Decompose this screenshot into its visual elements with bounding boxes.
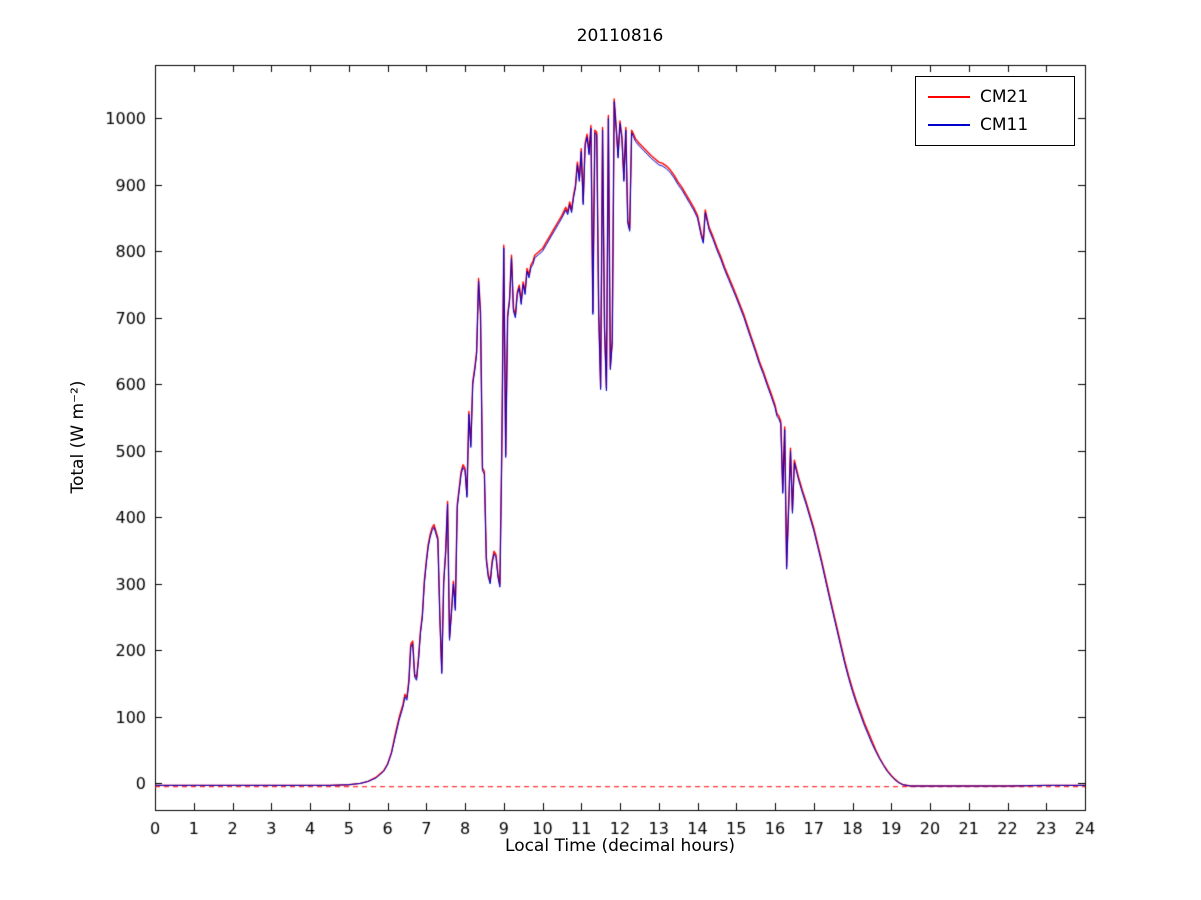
y-axis-label: Total (W m⁻²) — [68, 380, 88, 494]
legend-label-cm11: CM11 — [980, 115, 1029, 135]
legend-entry-cm21: CM21 — [916, 83, 1074, 111]
legend-label-cm21: CM21 — [980, 87, 1029, 107]
legend-line-cm21 — [928, 96, 970, 98]
x-axis-label: Local Time (decimal hours) — [505, 836, 735, 856]
chart-title: 20110816 — [576, 26, 664, 46]
legend-line-cm11 — [928, 124, 970, 126]
legend-entry-cm11: CM11 — [916, 111, 1074, 139]
legend: CM21 CM11 — [915, 76, 1075, 146]
